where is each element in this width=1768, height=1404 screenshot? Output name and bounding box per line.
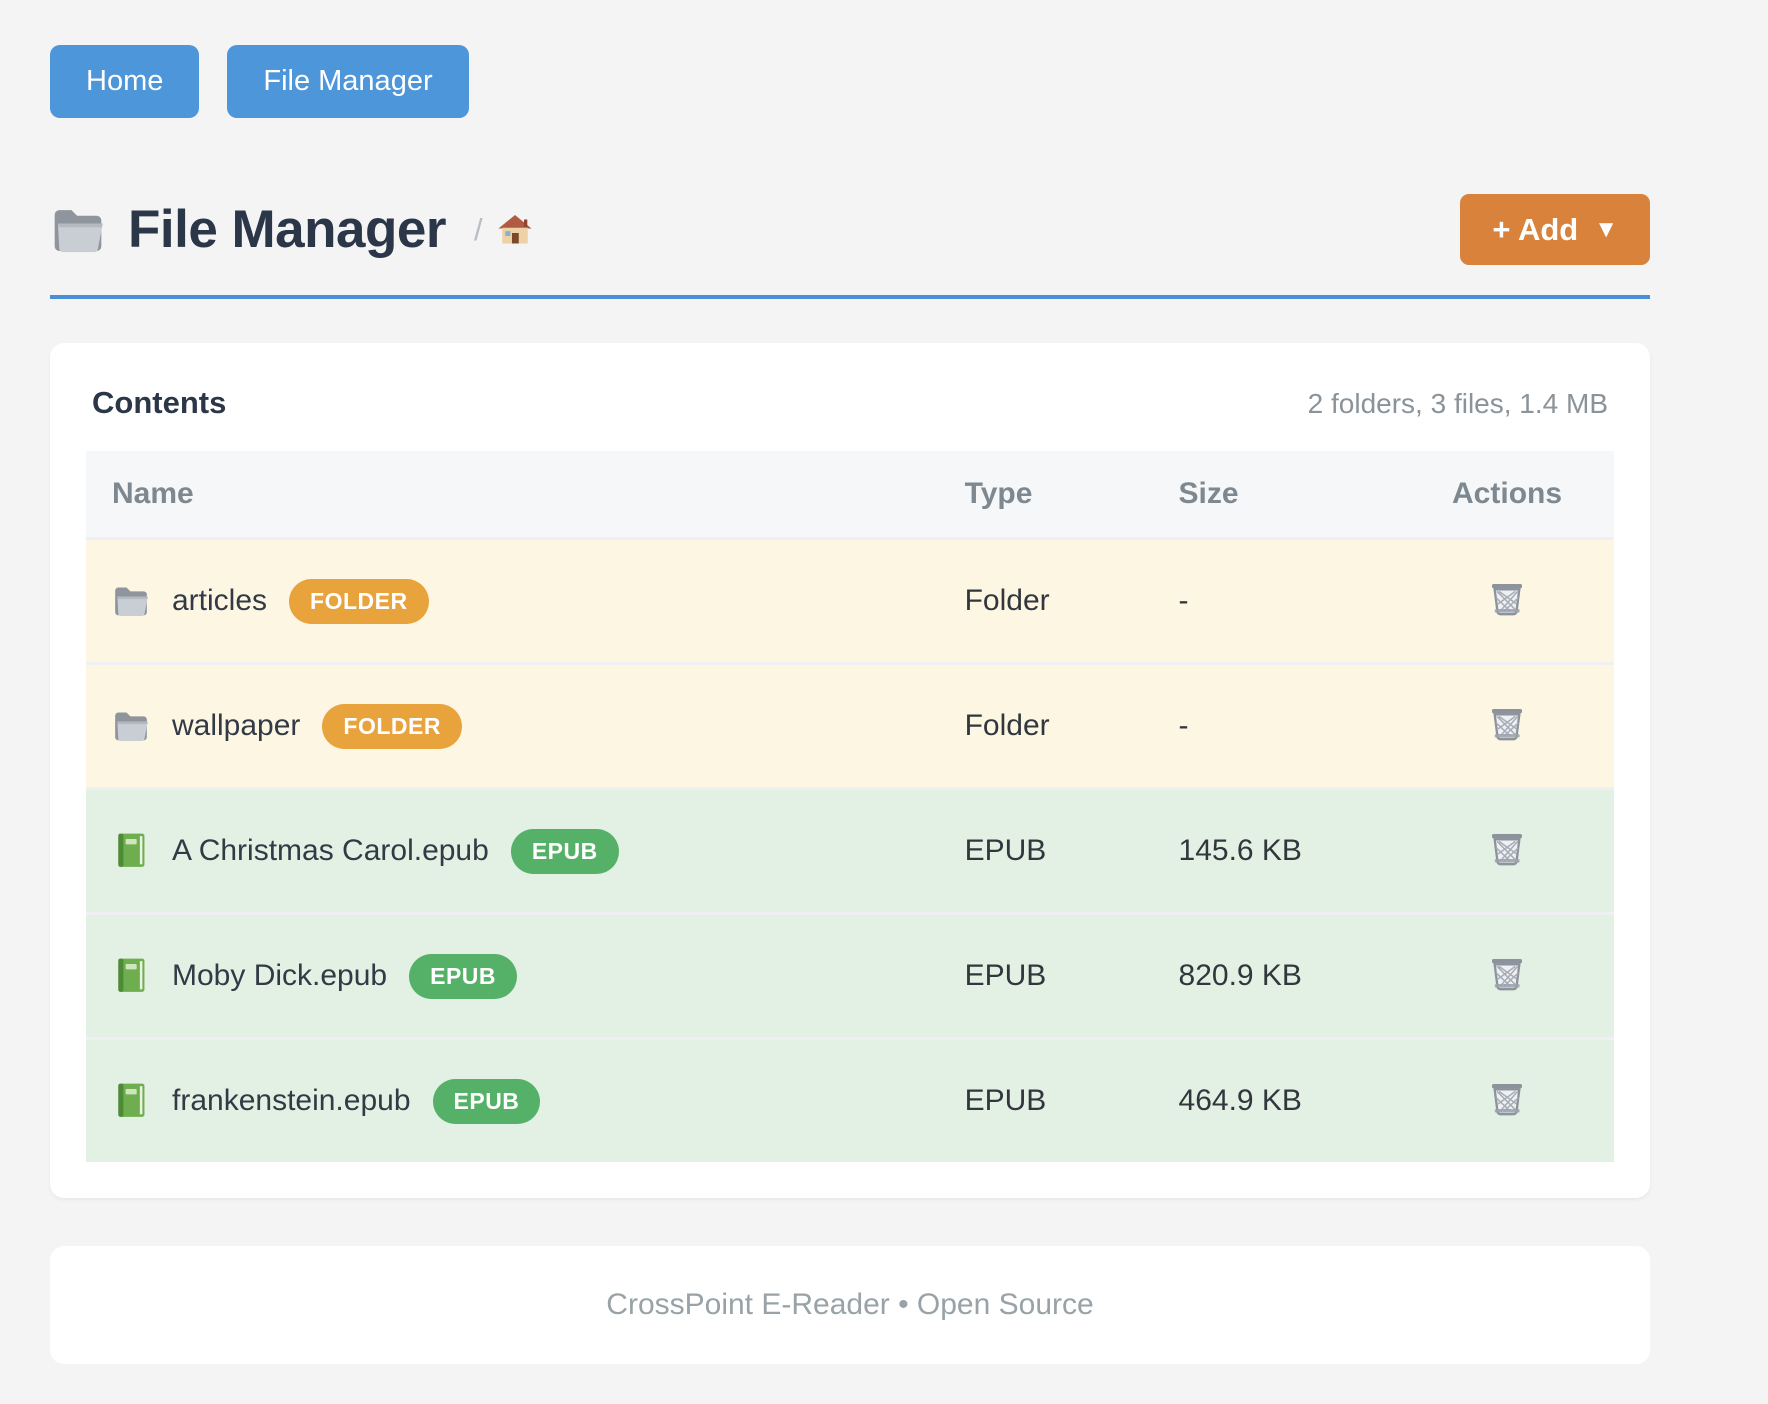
add-button-label: + Add (1492, 211, 1579, 247)
trash-icon (1490, 1082, 1524, 1116)
column-header-type: Type (964, 451, 1179, 539)
column-header-size: Size (1178, 451, 1401, 539)
nav-file-manager-button[interactable]: File Manager (227, 45, 469, 118)
trash-icon (1490, 957, 1524, 991)
name-cell: articles FOLDER (86, 578, 965, 624)
green-book-icon (118, 1083, 145, 1117)
name-cell: wallpaper FOLDER (86, 703, 965, 749)
folder-icon (115, 587, 148, 617)
page-header: File Manager / + Add ▼ (50, 194, 1650, 265)
size-cell: - (1178, 584, 1189, 617)
green-book-icon (118, 958, 145, 992)
epub-badge: EPUB (432, 1078, 541, 1124)
contents-card: Contents 2 folders, 3 files, 1.4 MB Name… (50, 343, 1650, 1198)
actions-cell (1400, 789, 1614, 914)
folder-badge: FOLDER (322, 703, 462, 749)
nav-home-button[interactable]: Home (50, 45, 200, 118)
breadcrumb-separator: / (473, 211, 483, 247)
trash-icon (1490, 832, 1524, 866)
column-header-name: Name (86, 451, 965, 539)
folder-icon (115, 712, 148, 742)
trash-icon (1490, 707, 1524, 741)
size-cell: 820.9 KB (1178, 959, 1302, 992)
delete-button[interactable] (1487, 575, 1527, 622)
actions-cell (1400, 914, 1614, 1039)
epub-badge: EPUB (409, 953, 518, 999)
epub-badge: EPUB (510, 828, 619, 874)
folder-icon (54, 209, 103, 252)
file-table-header: Name Type Size Actions (86, 451, 1614, 539)
table-row: frankenstein.epub EPUB EPUB 464.9 KB (86, 1038, 1614, 1163)
size-cell: 145.6 KB (1178, 834, 1302, 867)
footer: CrossPoint E-Reader • Open Source (50, 1246, 1650, 1364)
trash-icon (1490, 582, 1524, 616)
actions-cell (1400, 1039, 1614, 1163)
size-cell: - (1178, 709, 1189, 742)
column-header-actions: Actions (1400, 451, 1614, 539)
home-house-icon[interactable] (497, 212, 533, 248)
delete-button[interactable] (1487, 950, 1527, 997)
green-book-icon (118, 833, 145, 867)
table-row: articles FOLDER Folder - (86, 538, 1614, 664)
type-cell: EPUB (964, 1084, 1047, 1117)
delete-button[interactable] (1487, 1075, 1527, 1122)
file-table: Name Type Size Actions articles FOLDER (86, 451, 1614, 1162)
item-name-link[interactable]: wallpaper (172, 709, 301, 742)
actions-cell (1400, 539, 1614, 664)
size-cell: 464.9 KB (1178, 1084, 1302, 1117)
type-cell: Folder (964, 584, 1050, 617)
name-cell: Moby Dick.epub EPUB (86, 953, 965, 999)
type-cell: EPUB (964, 959, 1047, 992)
contents-card-header: Contents 2 folders, 3 files, 1.4 MB (86, 379, 1614, 421)
delete-button[interactable] (1487, 825, 1527, 872)
item-name-link[interactable]: A Christmas Carol.epub (172, 834, 489, 867)
table-row: A Christmas Carol.epub EPUB EPUB 145.6 K… (86, 788, 1614, 914)
item-name-link[interactable]: articles (172, 584, 268, 617)
top-nav: Home File Manager (50, 45, 1650, 118)
table-row: Moby Dick.epub EPUB EPUB 820.9 KB (86, 913, 1614, 1039)
breadcrumb: / (474, 212, 533, 248)
contents-title: Contents (92, 385, 227, 420)
chevron-down-icon: ▼ (1594, 215, 1618, 243)
contents-summary: 2 folders, 3 files, 1.4 MB (1307, 388, 1608, 419)
name-cell: frankenstein.epub EPUB (86, 1078, 965, 1124)
name-cell: A Christmas Carol.epub EPUB (86, 828, 965, 874)
actions-cell (1400, 664, 1614, 789)
title-group: File Manager (50, 199, 446, 260)
item-name-link[interactable]: Moby Dick.epub (172, 959, 388, 992)
title-divider (50, 295, 1650, 299)
type-cell: EPUB (964, 834, 1047, 867)
add-button[interactable]: + Add ▼ (1460, 194, 1650, 265)
delete-button[interactable] (1487, 700, 1527, 747)
table-row: wallpaper FOLDER Folder - (86, 663, 1614, 789)
folder-badge: FOLDER (289, 578, 429, 624)
item-name-link[interactable]: frankenstein.epub (172, 1084, 411, 1117)
page-title: File Manager (128, 200, 446, 259)
type-cell: Folder (964, 709, 1050, 742)
footer-text: CrossPoint E-Reader • Open Source (606, 1288, 1094, 1321)
